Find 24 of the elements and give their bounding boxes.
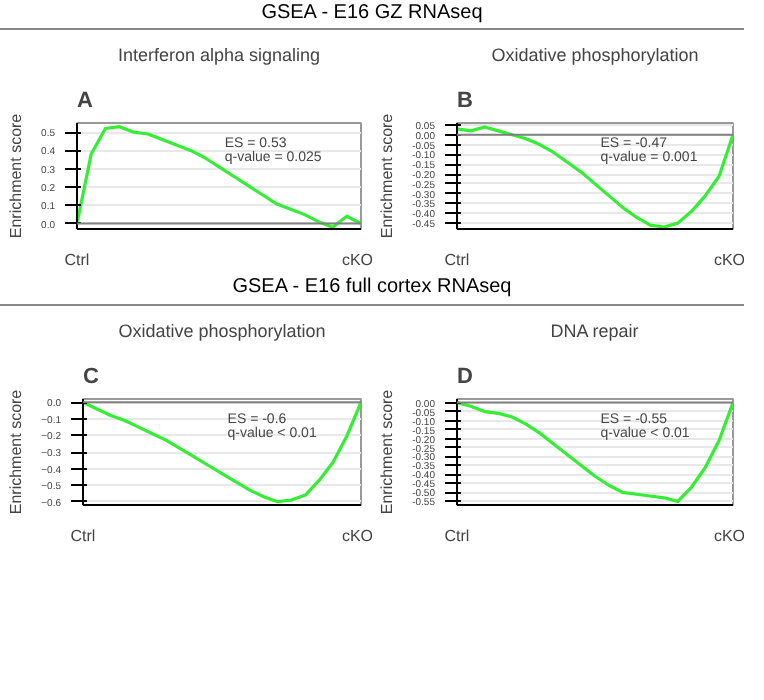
text: Ctrl: [444, 251, 470, 270]
line-series: [77, 125, 361, 230]
y-axis-title: Enrichment score: [378, 387, 397, 514]
text: cKO: [713, 251, 746, 270]
text: Ctrl: [444, 526, 470, 545]
y-axis-title: Enrichment score: [378, 113, 397, 239]
chart-title: Oxidative phosphorylation: [491, 45, 699, 66]
text: cKO: [341, 251, 374, 270]
chart-title: Oxidative phosphorylation: [118, 320, 326, 341]
chart-title: Interferon alpha signaling: [117, 45, 321, 66]
text: Ctrl: [64, 251, 90, 270]
text: D: [457, 364, 473, 389]
line-series: [457, 125, 733, 230]
y-axis-title: Enrichment score: [7, 387, 26, 514]
text: B: [457, 89, 473, 114]
text: cKO: [341, 526, 374, 545]
text: A: [77, 89, 93, 114]
chart-title: DNA repair: [550, 320, 639, 341]
text: C: [83, 364, 99, 389]
text: Ctrl: [70, 526, 96, 545]
y-axis-title: Enrichment score: [7, 113, 26, 239]
text: cKO: [713, 526, 746, 545]
chart-subtitle: GSEA - E16 GZ RNAseq: [261, 0, 483, 28]
chart-subtitle: GSEA - E16 full cortex RNAseq: [232, 274, 512, 303]
